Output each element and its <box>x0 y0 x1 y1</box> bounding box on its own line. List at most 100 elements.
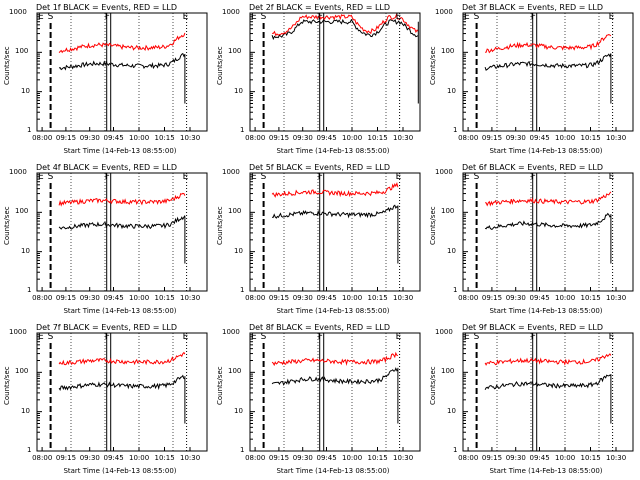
y-tick-label: 1000 <box>9 168 27 176</box>
lld-series-line <box>485 191 612 207</box>
events-series-line <box>58 374 185 392</box>
events-series-line <box>271 204 399 219</box>
marker-label: E <box>395 172 402 182</box>
y-axis-label: Counts/sec <box>3 206 11 245</box>
y-tick-label: 1000 <box>9 8 27 16</box>
x-tick-label: 10:00 <box>129 134 150 142</box>
x-tick-label: 10:30 <box>606 454 627 462</box>
y-tick-label: 10 <box>21 86 30 95</box>
x-tick-label: 10:00 <box>555 454 576 462</box>
marker-label: F <box>530 332 536 342</box>
y-tick-label: 100 <box>15 47 29 56</box>
detector-panel: Det 6f BLACK = Events, RED = LLD 1 10 100 10… <box>426 160 639 320</box>
y-tick-label: 10 <box>234 406 243 415</box>
panel-plot <box>462 332 634 452</box>
marker-label: S <box>260 172 267 182</box>
marker-label: E <box>608 12 615 22</box>
x-tick-label: 09:15 <box>268 294 290 302</box>
plot-frame <box>462 172 634 292</box>
y-tick-label: 100 <box>441 367 455 376</box>
plot-frame <box>36 332 208 452</box>
panel-plot <box>249 332 421 452</box>
lld-series-line <box>271 181 399 198</box>
marker-label: E <box>182 332 189 342</box>
plot-frame <box>36 172 208 292</box>
plot-frame <box>249 12 421 132</box>
panel-plot <box>249 12 421 132</box>
plot-frame <box>249 332 421 452</box>
marker-label: E <box>395 12 402 22</box>
marker-label: S <box>260 12 267 22</box>
panel-plot <box>36 172 208 292</box>
marker-label: F <box>104 12 110 22</box>
x-tick-label: 10:00 <box>555 134 576 142</box>
y-tick-label: 100 <box>15 207 29 216</box>
x-tick-label: 10:15 <box>367 134 388 142</box>
x-tick-label: 10:15 <box>367 454 388 462</box>
panel-title: Det 8f BLACK = Events, RED = LLD <box>248 323 391 332</box>
x-tick-label: 10:30 <box>393 294 414 302</box>
x-tick-label: 10:30 <box>180 294 201 302</box>
panel-title: Det 3f BLACK = Events, RED = LLD <box>461 3 604 12</box>
y-tick-label: 1 <box>453 446 458 454</box>
y-tick-label: 1000 <box>9 328 27 336</box>
x-tick-label: 10:00 <box>342 134 363 142</box>
plot-frame <box>36 12 208 132</box>
marker-label: S <box>47 12 54 22</box>
y-tick-label: 10 <box>234 86 243 95</box>
lld-series-line <box>485 34 612 54</box>
y-axis-label: Counts/sec <box>3 46 11 85</box>
x-axis-label: Start Time (14-Feb-13 08:55:00) <box>63 467 177 475</box>
x-tick-label: 09:30 <box>79 134 100 142</box>
marker-label: E <box>464 172 470 182</box>
events-series-line <box>58 52 186 71</box>
x-axis-label: Start Time (14-Feb-13 08:55:00) <box>489 147 603 155</box>
x-axis-label: Start Time (14-Feb-13 08:55:00) <box>276 147 390 155</box>
y-tick-label: 10 <box>21 246 30 255</box>
x-tick-label: 09:30 <box>292 454 313 462</box>
x-tick-label: 09:15 <box>55 454 77 462</box>
panel-plot <box>36 332 208 452</box>
marker-label: S <box>473 12 480 22</box>
y-tick-label: 1 <box>240 126 245 134</box>
x-tick-label: 09:15 <box>481 454 503 462</box>
y-tick-label: 1 <box>240 286 245 294</box>
marker-label: F <box>104 172 110 182</box>
marker-label: F <box>317 12 323 22</box>
y-tick-label: 1000 <box>435 8 453 16</box>
y-tick-label: 10 <box>234 246 243 255</box>
y-tick-label: 1 <box>27 446 32 454</box>
marker-label: E <box>464 332 470 342</box>
marker-label: F <box>530 172 536 182</box>
x-tick-label: 08:00 <box>458 454 479 462</box>
x-tick-label: 10:15 <box>367 294 388 302</box>
x-tick-label: 10:30 <box>180 134 201 142</box>
x-tick-label: 10:15 <box>154 454 175 462</box>
y-axis-label: Counts/sec <box>216 46 224 85</box>
panel-title: Det 4f BLACK = Events, RED = LLD <box>35 163 178 172</box>
x-tick-label: 10:15 <box>154 134 175 142</box>
events-series-line <box>58 215 186 230</box>
x-tick-label: 09:30 <box>292 134 313 142</box>
x-tick-label: 09:15 <box>481 134 503 142</box>
y-tick-label: 1000 <box>222 328 240 336</box>
x-tick-label: 08:00 <box>245 134 266 142</box>
panel-title: Det 9f BLACK = Events, RED = LLD <box>461 323 604 332</box>
x-tick-label: 09:15 <box>481 294 503 302</box>
events-series-line <box>271 367 399 386</box>
x-tick-label: 08:00 <box>32 134 53 142</box>
y-tick-label: 100 <box>228 207 242 216</box>
x-tick-label: 10:15 <box>154 294 175 302</box>
y-tick-label: 1000 <box>222 168 240 176</box>
panel-plot <box>462 12 634 132</box>
detector-panel: Det 7f BLACK = Events, RED = LLD 1 10 100 10… <box>0 320 213 480</box>
x-axis-label: Start Time (14-Feb-13 08:55:00) <box>276 307 390 315</box>
y-tick-label: 100 <box>15 367 29 376</box>
events-series-line <box>484 53 612 71</box>
panel-title: Det 5f BLACK = Events, RED = LLD <box>248 163 391 172</box>
marker-label: S <box>260 332 267 342</box>
marker-label: E <box>251 172 257 182</box>
x-tick-label: 10:30 <box>393 454 414 462</box>
panel-plot <box>462 172 634 292</box>
